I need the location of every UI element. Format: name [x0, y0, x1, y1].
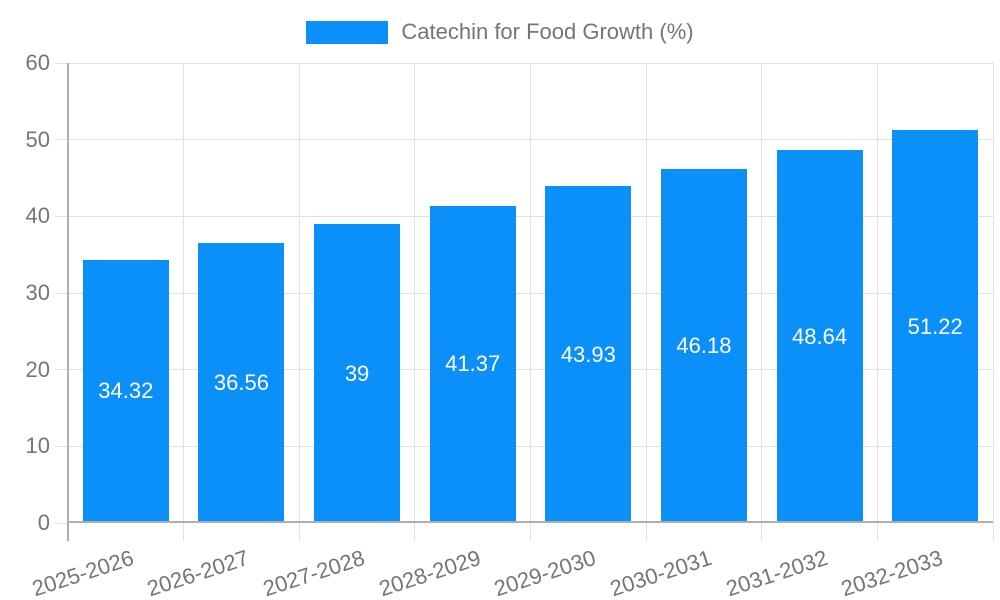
bar-2031-2032: 48.64 [776, 150, 863, 523]
bar-value-label: 39 [344, 360, 370, 386]
y-tick-mark [55, 445, 68, 447]
v-gridline [992, 63, 994, 523]
x-tick-mark [992, 523, 994, 541]
bar-2030-2031: 46.18 [660, 168, 747, 523]
bar-value-label: 46.18 [676, 332, 732, 358]
y-tick-mark [55, 139, 68, 141]
x-tick-mark [298, 523, 300, 541]
y-tick-label: 0 [37, 510, 50, 535]
legend-label: Catechin for Food Growth (%) [401, 19, 694, 44]
y-tick-mark [55, 62, 68, 64]
v-gridline [530, 63, 531, 523]
legend: Catechin for Food Growth (%) [0, 19, 1000, 45]
v-gridline [761, 63, 763, 523]
y-tick-label: 10 [25, 433, 50, 459]
y-tick-label: 20 [25, 356, 50, 382]
x-axis-line [68, 521, 993, 523]
x-tick-mark [761, 523, 763, 541]
bar-value-label: 51.22 [907, 313, 963, 339]
y-tick-mark [55, 215, 68, 217]
x-tick-mark [530, 523, 531, 541]
y-axis-line [67, 63, 69, 541]
x-tick-label: 2032-2033 [838, 545, 946, 600]
bar-value-label: 43.93 [560, 341, 616, 367]
x-tick-mark [183, 523, 185, 541]
y-tick-mark [55, 522, 68, 524]
y-tick-label: 40 [25, 203, 50, 229]
y-tick-mark [55, 369, 68, 371]
x-tick-mark [876, 523, 878, 541]
bar-value-label: 36.56 [213, 369, 269, 395]
legend-item[interactable]: Catechin for Food Growth (%) [306, 19, 694, 45]
v-gridline [183, 63, 185, 523]
bar-2027-2028: 39 [314, 224, 401, 523]
bar-value-label: 41.37 [445, 351, 501, 377]
bar-2028-2029: 41.37 [429, 205, 516, 523]
bar-2026-2027: 36.56 [198, 242, 285, 523]
v-gridline [876, 63, 878, 523]
bar-2032-2033: 51.22 [892, 130, 979, 523]
v-gridline [414, 63, 416, 523]
x-tick-mark [645, 523, 647, 541]
bar-value-label: 48.64 [792, 323, 848, 349]
bar-value-label: 34.32 [98, 378, 154, 404]
bar-2029-2030: 43.93 [545, 186, 632, 523]
y-tick-label: 60 [25, 50, 50, 75]
y-tick-mark [55, 292, 68, 294]
v-gridline [298, 63, 300, 523]
bar-2025-2026: 34.32 [82, 259, 169, 523]
y-tick-label: 30 [25, 280, 50, 305]
v-gridline [645, 63, 647, 523]
legend-swatch-icon [306, 20, 389, 44]
y-tick-label: 50 [25, 126, 50, 152]
x-tick-mark [414, 523, 416, 541]
